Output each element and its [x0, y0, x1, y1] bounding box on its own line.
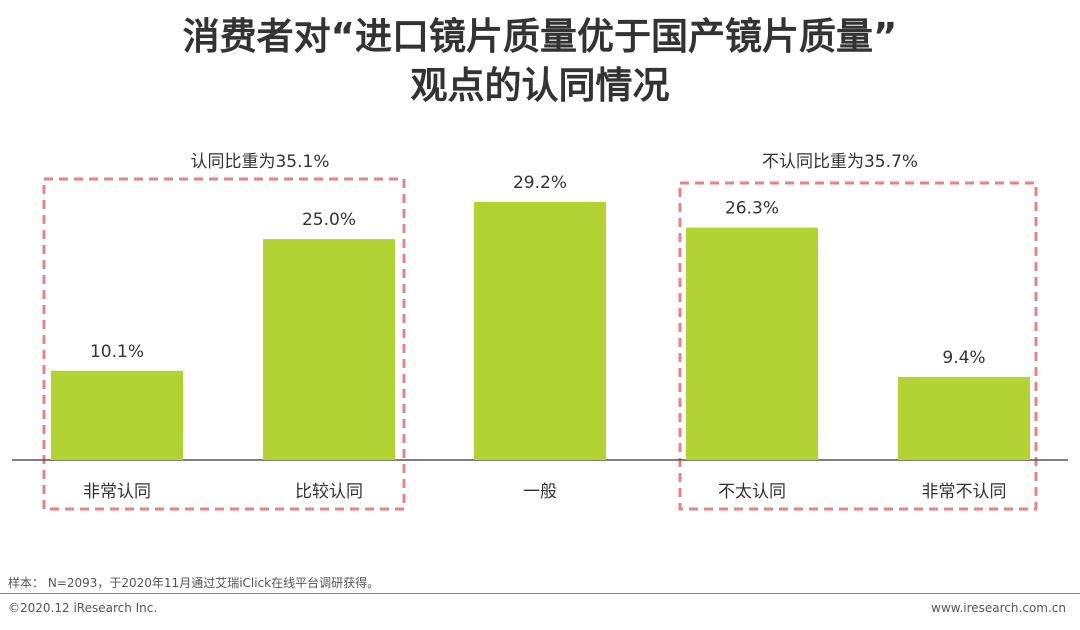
bar-5 — [898, 376, 1030, 460]
sample-note: 样本： N=2093，于2020年11月通过艾瑞iClick在线平台调研获得。 — [8, 576, 380, 590]
footer-divider — [0, 593, 1080, 594]
bar-1 — [51, 370, 183, 460]
chart-title-line1: 消费者对“进口镜片质量优于国产镜片质量” — [182, 15, 898, 58]
disagree-group-box — [678, 181, 1038, 511]
bar-3 — [474, 202, 606, 460]
data-label-1: 10.1% — [90, 342, 144, 362]
agree-group-box — [42, 177, 406, 511]
data-label-4: 26.3% — [725, 199, 779, 219]
category-label-4: 不太认同 — [718, 482, 786, 502]
data-label-5: 9.4% — [942, 348, 985, 368]
category-label-1: 非常认同 — [83, 482, 151, 502]
disagree-group-label: 不认同比重为35.7% — [761, 152, 918, 172]
category-label-2: 比较认同 — [295, 482, 363, 502]
copyright-text: ©2020.12 iResearch Inc. — [8, 601, 158, 615]
chart-title-line2: 观点的认同情况 — [410, 64, 670, 107]
data-label-3: 29.2% — [513, 173, 567, 193]
data-label-2: 25.0% — [302, 210, 356, 230]
agree-group-label: 认同比重为35.1% — [190, 152, 330, 172]
website-link[interactable]: www.iresearch.com.cn — [931, 601, 1066, 615]
category-label-5: 非常不认同 — [922, 482, 1007, 502]
bar-2 — [263, 239, 395, 460]
bar-4 — [686, 227, 818, 460]
category-label-3: 一般 — [523, 482, 557, 502]
